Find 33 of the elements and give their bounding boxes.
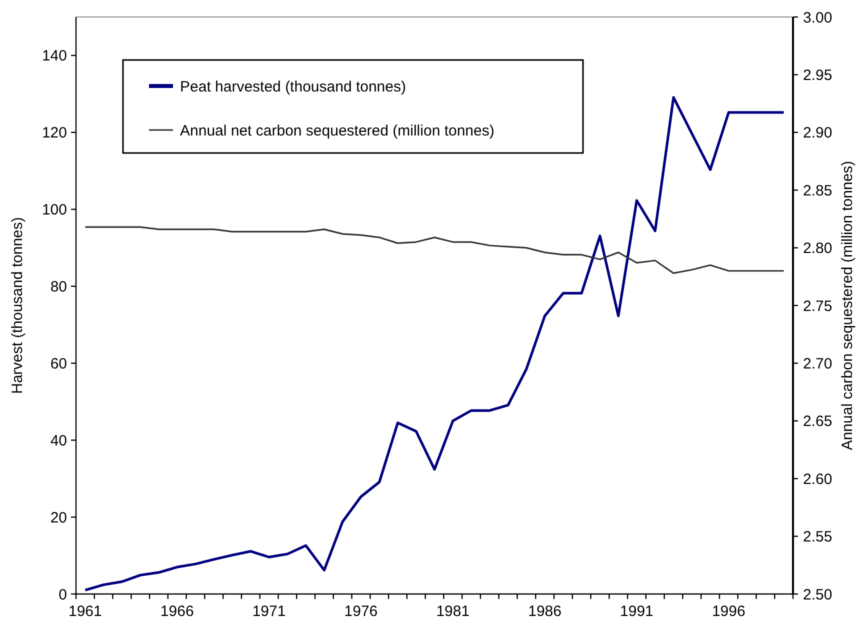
y2-tick-label: 2.60 <box>803 470 832 488</box>
y-tick-label: 140 <box>42 48 67 65</box>
y-tick-label: 0 <box>58 586 67 604</box>
x-tick-label: 1961 <box>68 603 102 619</box>
y-axis-title: Harvest (thousand tonnes) <box>9 217 26 394</box>
y2-axis-title: Annual carbon sequestered (million tonnes) <box>839 160 856 450</box>
legend-label: Annual net carbon sequestered (million tonnes) <box>180 122 494 140</box>
y2-tick-label: 2.55 <box>803 528 832 546</box>
line-series <box>84 226 785 274</box>
y-tick-label: 80 <box>50 278 67 296</box>
y2-tick-label: 2.90 <box>803 124 832 142</box>
line-series <box>84 96 786 592</box>
x-tick-label: 1981 <box>436 603 470 619</box>
y2-tick-label: 3.00 <box>803 9 832 26</box>
x-tick-label: 1996 <box>712 603 746 619</box>
x-tick-label: 1976 <box>344 603 378 619</box>
y2-tick-label: 2.75 <box>803 298 832 315</box>
y2-tick-label: 2.95 <box>803 66 832 84</box>
y-tick-label: 100 <box>42 202 67 219</box>
x-tick-label: 1991 <box>620 603 654 619</box>
y-tick-label: 20 <box>50 509 67 526</box>
y-tick-label: 40 <box>50 432 67 450</box>
legend-label: Peat harvested (thousand tonnes) <box>180 78 406 96</box>
x-tick-label: 1986 <box>528 603 562 619</box>
y2-tick-label: 2.50 <box>803 586 832 604</box>
y2-tick-label: 2.85 <box>803 182 832 200</box>
y2-tick-label: 2.65 <box>803 413 832 430</box>
x-tick-label: 1966 <box>160 603 194 619</box>
y-tick-label: 60 <box>50 355 67 372</box>
y2-tick-label: 2.80 <box>803 240 832 258</box>
x-tick-label: 1971 <box>252 603 286 619</box>
y-tick-label: 120 <box>42 124 67 142</box>
y2-tick-label: 2.70 <box>803 355 832 372</box>
